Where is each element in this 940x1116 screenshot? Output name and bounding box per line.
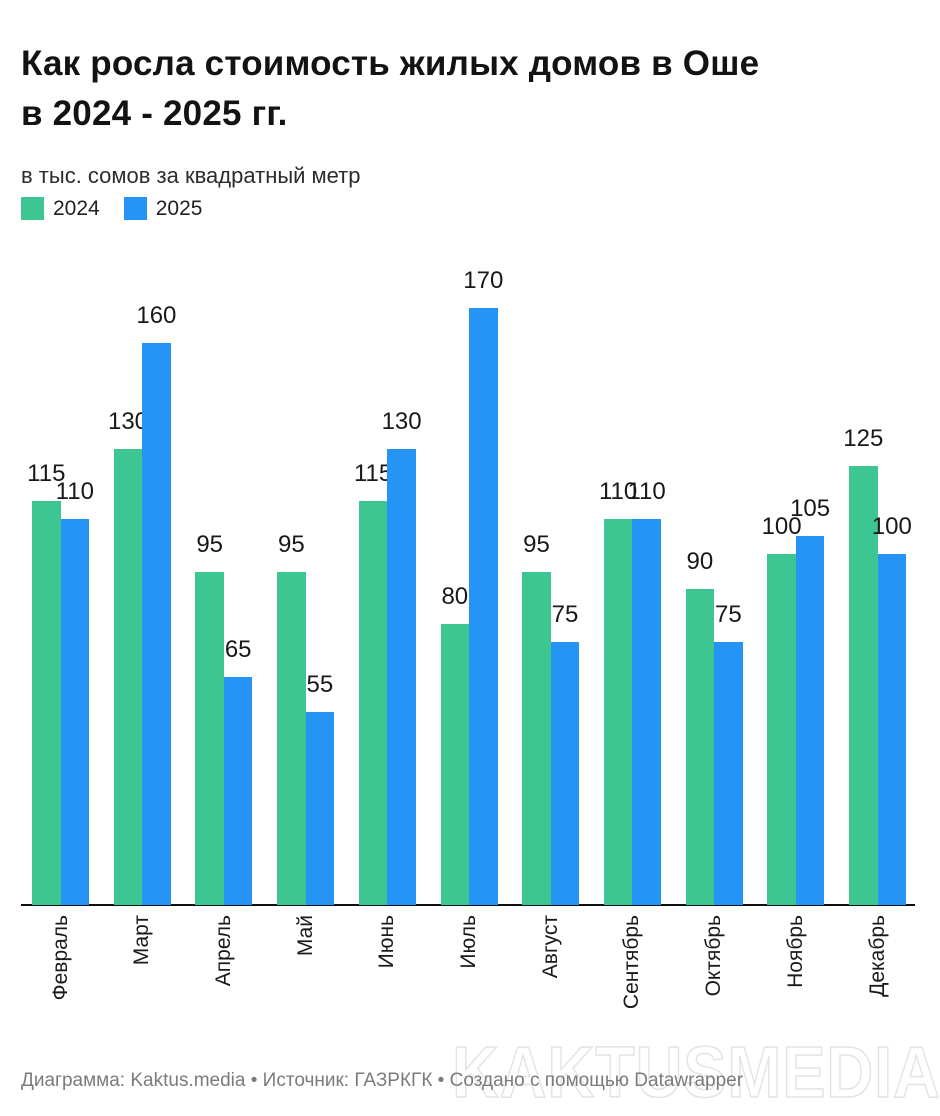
bar-value-label-2024-Август: 95 — [523, 531, 550, 558]
bar-value-label-2025-Март: 160 — [136, 302, 177, 329]
bar-2024-Июнь[interactable] — [358, 501, 388, 905]
legend-label-2025: 2025 — [155, 197, 203, 220]
chart-subtitle: в тыс. сомов за квадратный метр — [21, 163, 361, 188]
bar-value-label-2025-Октябрь: 75 — [715, 601, 742, 628]
legend: 2024 2025 — [21, 197, 202, 220]
bar-value-label-2024-Сентябрь: 110 — [598, 478, 638, 505]
bar-value-label-2024-Март: 130 — [107, 408, 149, 435]
legend-item-2025: 2025 — [123, 197, 203, 220]
bar-value-label-2024-Апрель: 95 — [196, 531, 224, 558]
legend-item-2024: 2024 — [21, 197, 100, 220]
bar-2025-Март[interactable] — [142, 343, 171, 905]
legend-swatch-2025 — [123, 197, 147, 220]
chart-title-line2: в 2024 - 2025 гг. — [21, 94, 288, 134]
chart-title-line1: Как росла стоимость жилых домов в Оше — [21, 44, 760, 84]
x-axis-label-Март: Март — [130, 915, 154, 966]
x-axis-label-Ноябрь: Ноябрь — [783, 915, 807, 988]
bar-2025-Июль[interactable] — [469, 308, 498, 905]
bar-value-label-2024-Ноябрь: 100 — [761, 513, 802, 540]
kaktusmedia-watermark: KAKTUSMEDIA — [451, 1032, 940, 1114]
bar-2025-Май[interactable] — [305, 712, 335, 905]
bar-value-label-2025-Апрель: 65 — [224, 636, 252, 663]
bar-value-label-2025-Май: 55 — [306, 671, 334, 698]
bar-value-label-2025-Февраль: 110 — [55, 478, 94, 505]
bar-2025-Июнь[interactable] — [387, 449, 416, 905]
bar-2024-Февраль[interactable] — [32, 501, 61, 905]
bar-value-label-2024-Май: 95 — [278, 531, 305, 558]
bar-2024-Апрель[interactable] — [195, 572, 224, 905]
bar-2024-Сентябрь[interactable] — [603, 519, 633, 905]
x-axis-label-Сентябрь: Сентябрь — [620, 915, 644, 1010]
x-axis-label-Август: Август — [538, 915, 562, 979]
bar-2025-Август[interactable] — [550, 642, 580, 905]
x-axis-label-Июль: Июль — [457, 915, 480, 969]
bar-value-label-2025-Сентябрь: 110 — [627, 478, 666, 505]
bar-2024-Ноябрь[interactable] — [767, 554, 796, 905]
bar-value-label-2025-Август: 75 — [551, 601, 579, 628]
bar-2024-Май[interactable] — [277, 572, 306, 905]
x-axis-label-Декабрь: Декабрь — [865, 915, 889, 997]
chart-title: Как росла стоимость жилых домов в Оше в … — [21, 39, 921, 139]
bar-2024-Декабрь[interactable] — [849, 466, 878, 905]
bar-2025-Декабрь[interactable] — [877, 554, 906, 905]
bar-2025-Октябрь[interactable] — [714, 642, 743, 905]
x-axis-label-Апрель: Апрель — [211, 915, 235, 987]
x-axis-label-Февраль: Февраль — [48, 915, 72, 1001]
bar-2024-Июль[interactable] — [440, 624, 469, 905]
bar-2025-Ноябрь[interactable] — [795, 536, 825, 905]
bar-value-label-2025-Ноябрь: 105 — [790, 495, 831, 522]
bar-value-label-2025-Июль: 170 — [463, 267, 504, 294]
bar-2024-Август[interactable] — [522, 572, 551, 905]
x-axis-label-Май: Май — [293, 915, 317, 957]
bar-value-label-2024-Июнь: 115 — [353, 460, 393, 487]
bar-value-label-2025-Июнь: 130 — [381, 408, 422, 435]
footer-attribution: Диаграмма: Kaktus.media • Источник: ГАЗР… — [21, 1070, 744, 1091]
bar-value-label-2024-Октябрь: 90 — [686, 548, 714, 575]
bar-2024-Март[interactable] — [113, 449, 143, 905]
legend-swatch-2024 — [21, 197, 44, 220]
x-axis-line — [21, 904, 915, 906]
bar-value-label-2025-Декабрь: 100 — [871, 513, 912, 540]
x-axis-label-Июнь: Июнь — [375, 915, 399, 969]
bar-value-label-2024-Февраль: 115 — [27, 460, 66, 487]
bar-value-label-2024-Июль: 80 — [441, 583, 469, 610]
bar-2024-Октябрь[interactable] — [685, 589, 715, 905]
legend-label-2024: 2024 — [53, 197, 100, 220]
bar-value-label-2024-Декабрь: 125 — [843, 425, 884, 452]
x-axis-label-Октябрь: Октябрь — [702, 915, 726, 997]
bar-2025-Февраль[interactable] — [60, 519, 89, 905]
bar-2025-Сентябрь[interactable] — [632, 519, 661, 905]
bar-2025-Апрель[interactable] — [223, 677, 253, 905]
